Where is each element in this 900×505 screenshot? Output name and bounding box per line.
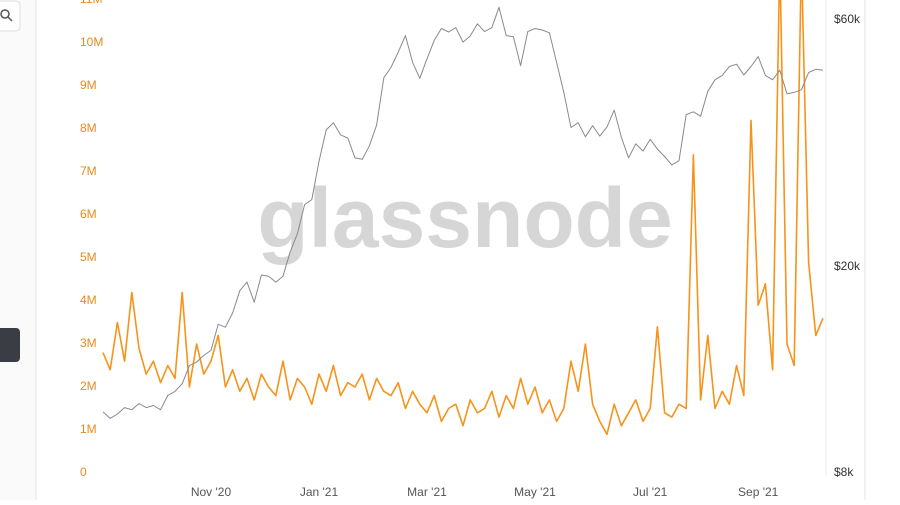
x-tick-label: Jul '21 [633, 485, 668, 499]
x-tick-label: Jan '21 [300, 485, 339, 499]
x-tick-label: Nov '20 [191, 485, 232, 499]
y-tick-label: 5M [80, 250, 97, 264]
y-tick-label: 10M [80, 35, 103, 49]
y-tick-label: 7M [80, 164, 97, 178]
x-tick-label: Sep '21 [738, 485, 779, 499]
x-tick-label: Mar '21 [407, 485, 447, 499]
y-tick-label: 9M [80, 78, 97, 92]
y-tick-label: 8M [80, 121, 97, 135]
y-tick-label: 3M [80, 336, 97, 350]
series-line [102, 0, 824, 436]
y-tick-label: 2M [80, 379, 97, 393]
watermark: glassnode [257, 171, 672, 265]
sidebar [0, 0, 36, 500]
y2-tick-label: $20k [834, 259, 861, 273]
y-tick-label: 0 [80, 465, 87, 479]
y-tick-label: 11M [80, 0, 102, 6]
search-button[interactable] [0, 0, 21, 32]
search-icon [0, 9, 10, 19]
plot-area [102, 0, 824, 436]
sidebar-button[interactable] [0, 328, 20, 362]
x-tick-label: May '21 [514, 485, 556, 499]
series-line [102, 6, 824, 419]
y-tick-label: 1M [80, 422, 97, 436]
y-tick-label: 6M [80, 207, 97, 221]
y-tick-label: 4M [80, 293, 97, 307]
y2-tick-label: $8k [834, 465, 854, 479]
y2-tick-label: $60k [834, 12, 861, 26]
search-icon-handle [7, 16, 13, 22]
